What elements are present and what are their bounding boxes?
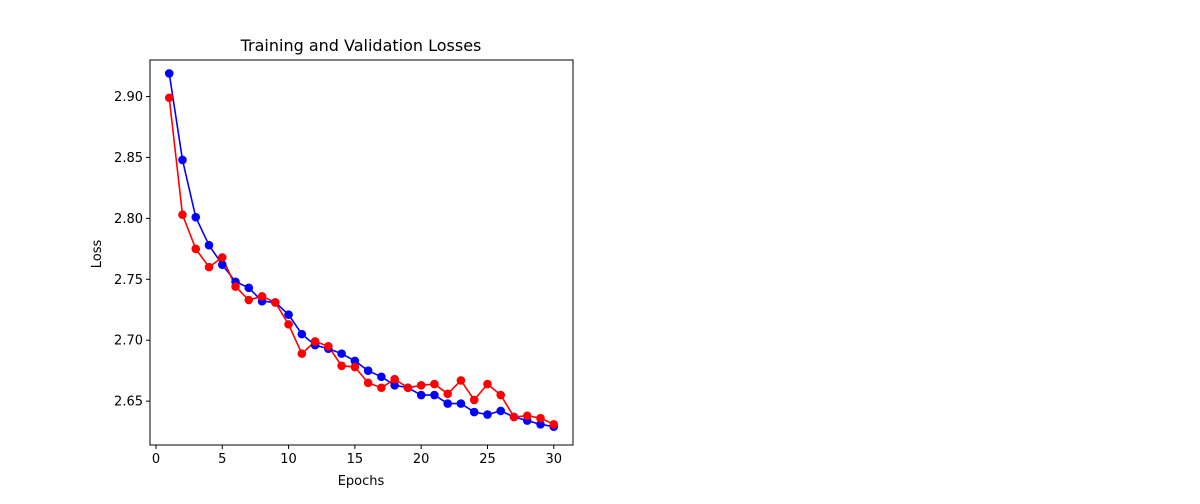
series-1-point <box>536 413 545 423</box>
series-1-point <box>244 295 254 305</box>
series-0-point <box>178 155 187 165</box>
series-1-point <box>363 378 373 388</box>
series-0-point <box>363 366 373 375</box>
y-tick-label: 2.85 <box>114 151 143 166</box>
series-1-point <box>310 337 320 346</box>
series-1-point <box>469 395 479 405</box>
plot-frame <box>149 59 574 446</box>
series-1-point <box>217 253 227 262</box>
y-tick-label: 2.65 <box>114 395 143 410</box>
series-1-point <box>350 362 360 372</box>
series-1-point <box>416 381 426 390</box>
series-1-point <box>522 411 532 421</box>
series-1-point <box>231 282 240 291</box>
series-1-point <box>178 210 187 220</box>
series-0-point <box>164 69 174 78</box>
x-tick-label: 30 <box>545 452 562 467</box>
series-0-point <box>217 260 227 269</box>
series-0-point <box>416 390 426 400</box>
series-1-point <box>271 298 280 307</box>
x-tick-label: 25 <box>479 452 496 467</box>
series-0-point <box>536 419 545 429</box>
series-1-point <box>324 342 333 351</box>
y-tick-label: 2.90 <box>114 90 143 105</box>
series-1-point <box>164 93 174 103</box>
series-0-point <box>244 283 254 293</box>
x-tick-label: 20 <box>413 452 430 467</box>
series-0-point <box>284 310 293 319</box>
series-1-point <box>549 419 559 429</box>
series-0-point <box>496 406 506 416</box>
y-axis-label: Loss <box>90 240 105 269</box>
series-1-point <box>204 262 214 272</box>
series-1-point <box>483 379 492 389</box>
y-tick-label: 2.70 <box>114 334 143 349</box>
series-0-point <box>430 390 439 400</box>
series-0-point <box>390 381 399 390</box>
y-tick-label: 2.75 <box>114 273 143 288</box>
chart-title: Training and Validation Losses <box>240 36 482 55</box>
series-1-point <box>257 292 267 301</box>
series-0-point <box>191 212 201 222</box>
series-0-point <box>469 407 479 417</box>
series-1-line <box>168 97 555 426</box>
x-axis-label: Epochs <box>338 474 385 489</box>
series-0-point <box>297 329 307 339</box>
series-0-point <box>443 399 452 408</box>
plot-area: 0 5 10 15 20 25 30 2.65 2.70 2.75 2.80 2.85 2.90 <box>114 59 574 467</box>
series-1-point <box>403 383 413 393</box>
y-tick-label: 2.80 <box>114 212 143 227</box>
series-1-point <box>430 379 439 389</box>
series-1-point <box>390 374 399 384</box>
x-tick-label: 15 <box>347 452 364 467</box>
series-0-point <box>337 349 346 358</box>
series-1-point <box>509 412 519 422</box>
series-0-point <box>483 410 492 419</box>
x-tick-label: 0 <box>152 452 160 467</box>
series-1-point <box>284 320 293 329</box>
x-tick-label: 5 <box>218 452 226 467</box>
series-0-point <box>377 372 386 382</box>
series-0-point <box>204 240 214 250</box>
series-1-point <box>443 389 452 399</box>
series-0-point <box>350 356 360 366</box>
series-0-point <box>456 399 466 408</box>
series-1-point <box>456 376 466 385</box>
series-1-point <box>377 383 386 393</box>
series-1-point <box>297 349 307 358</box>
series-1-point <box>496 390 506 400</box>
series-1-point <box>191 244 201 254</box>
x-tick-label: 10 <box>280 452 297 467</box>
series-1-point <box>337 361 346 371</box>
